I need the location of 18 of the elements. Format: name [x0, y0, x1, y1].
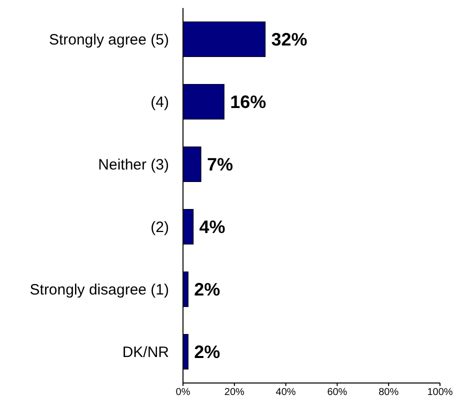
y-tick-label: Strongly disagree (1)	[30, 282, 170, 299]
data-label: 2%	[194, 280, 220, 300]
y-tick-label: DK/NR	[122, 344, 170, 362]
x-tick-label: 40%	[276, 387, 296, 398]
data-label: 16%	[230, 92, 266, 112]
x-tick-label: 100%	[427, 387, 453, 398]
data-label: 2%	[194, 342, 220, 362]
data-label: 32%	[271, 30, 308, 50]
x-tick-label: 20%	[224, 387, 245, 398]
x-tick-label: 80%	[378, 387, 399, 398]
data-label: 7%	[206, 154, 234, 175]
x-tick-label: 0%	[176, 387, 190, 398]
y-tick-label: Strongly agree (5)	[48, 32, 169, 49]
y-tick-label: (2)	[150, 219, 169, 236]
y-tick-label: (4)	[150, 94, 169, 112]
y-tick-label: Neither (3)	[98, 156, 169, 174]
x-tick-label: 60%	[327, 387, 348, 398]
data-label: 4%	[199, 217, 226, 238]
